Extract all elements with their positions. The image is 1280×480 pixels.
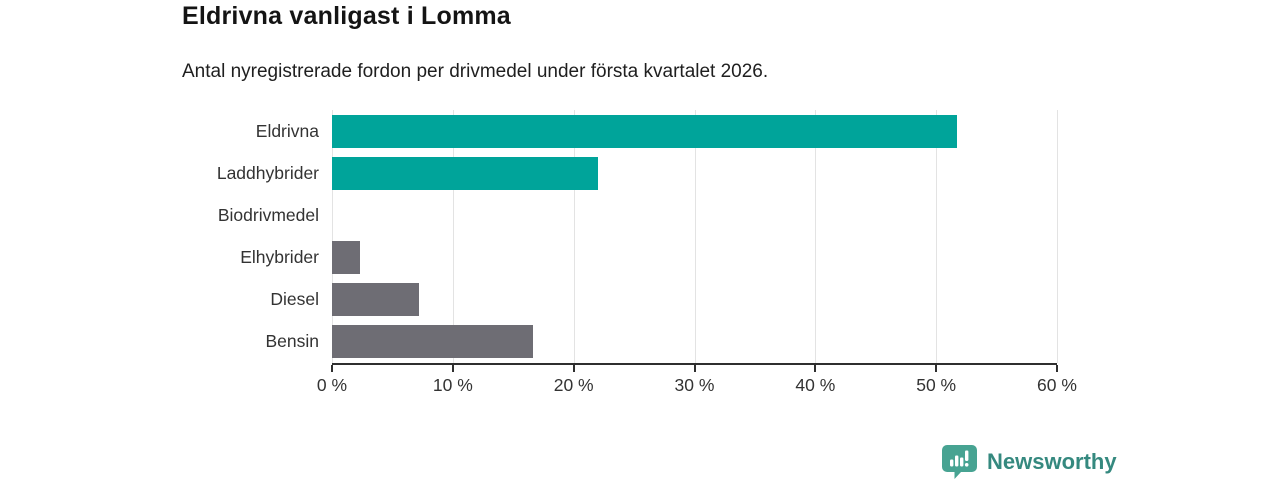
newsworthy-logo[interactable]: Newsworthy <box>941 444 1117 480</box>
axis-tick-40 <box>814 365 817 372</box>
chart-row-biodrivmedel: Biodrivmedel <box>218 194 1057 236</box>
grid-line-50 <box>936 110 938 363</box>
category-label: Diesel <box>270 289 319 310</box>
category-label: Biodrivmedel <box>217 204 319 225</box>
grid-line-30 <box>694 110 696 363</box>
bar-diesel <box>332 283 419 317</box>
chart-row-diesel: Diesel <box>270 279 1057 321</box>
chart-title: Eldrivna vanligast i Lomma <box>182 2 511 30</box>
axis-tick-label: 40 % <box>795 375 836 395</box>
grid-line-20 <box>573 110 575 363</box>
bar-eldrivna <box>332 114 957 148</box>
axis-tick-label: 60 % <box>1037 375 1077 395</box>
axis-tick-20 <box>572 365 575 372</box>
grid-line-10 <box>452 110 454 363</box>
bar-laddhybrider <box>332 156 598 190</box>
axis-tick-label: 0 % <box>316 375 348 395</box>
axis-tick-30 <box>693 365 696 372</box>
axis-tick-label: 20 % <box>553 375 594 395</box>
grid-line-0 <box>332 110 333 363</box>
chart-row-laddhybrider: Laddhybrider <box>217 152 1057 194</box>
axis-tick-50 <box>935 365 938 372</box>
chart-row-eldrivna: Eldrivna <box>256 110 1057 152</box>
category-label: Eldrivna <box>255 120 319 141</box>
axis-tick-label: 50 % <box>916 375 957 395</box>
chart-subtitle: Antal nyregistrerade fordon per drivmede… <box>182 61 769 82</box>
axis-tick-0 <box>331 365 333 372</box>
bar-elhybrider <box>332 241 360 275</box>
category-label: Bensin <box>265 331 319 352</box>
newsworthy-bar-chart-bubble-icon <box>942 445 977 479</box>
grid-line-40 <box>815 110 817 363</box>
axis-tick-label: 10 % <box>432 375 473 395</box>
chart-row-elhybrider: Elhybrider <box>240 237 1057 279</box>
axis-tick-60 <box>1056 365 1058 372</box>
axis-tick-label: 30 % <box>674 375 715 395</box>
newsworthy-wordmark: Newsworthy <box>987 449 1117 474</box>
bar-bensin <box>332 325 533 359</box>
plot-area: Eldrivna Laddhybrider Biodrivmedel Elhybrid… <box>217 110 1077 395</box>
chart-row-bensin: Bensin <box>265 321 1057 363</box>
axis-tick-10 <box>451 365 454 372</box>
grid-line-60 <box>1057 110 1058 363</box>
category-label: Laddhybrider <box>216 162 319 183</box>
category-label: Elhybrider <box>240 247 319 268</box>
